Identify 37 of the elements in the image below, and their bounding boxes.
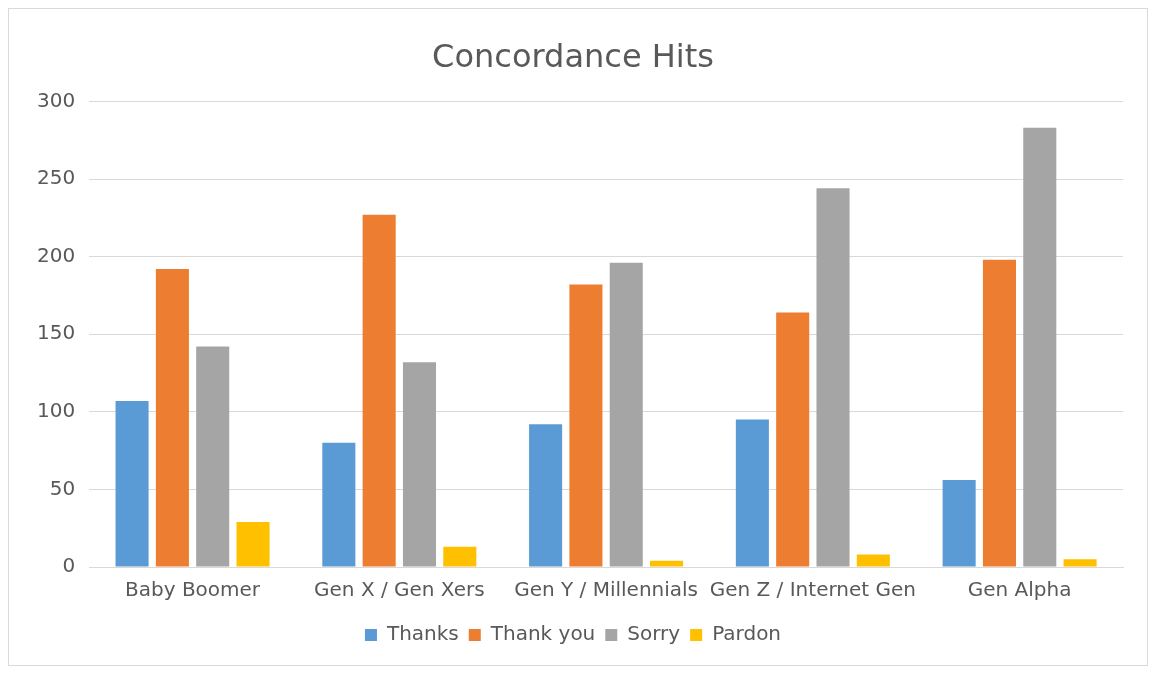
bar <box>529 424 563 567</box>
bar <box>322 442 356 567</box>
legend-label: Sorry <box>627 621 681 646</box>
bar <box>609 262 643 567</box>
y-tick-label: 150 <box>36 320 76 345</box>
bar <box>115 400 149 567</box>
bar <box>1023 127 1057 567</box>
bar <box>362 214 396 567</box>
chart-title: Concordance Hits <box>432 36 714 75</box>
bar <box>1063 559 1097 567</box>
legend-label: Pardon <box>712 621 782 646</box>
bar <box>942 480 976 567</box>
legend-label: Thank you <box>489 621 596 646</box>
bar <box>196 346 230 567</box>
bar <box>402 362 437 567</box>
y-tick-label: 300 <box>36 87 76 112</box>
bar <box>735 419 769 567</box>
bar <box>236 521 270 567</box>
y-tick-label: 100 <box>36 398 76 422</box>
x-tick-label: Gen Y / Millennials <box>514 577 699 602</box>
x-tick-label: Baby Boomer <box>125 577 261 602</box>
bar <box>982 259 1016 567</box>
y-tick-label: 0 <box>62 553 76 578</box>
x-tick-label: Gen X / Gen Xers <box>314 577 485 602</box>
y-tick-label: 50 <box>49 475 76 500</box>
bar <box>155 269 189 567</box>
bar <box>569 284 603 567</box>
bar <box>443 546 477 567</box>
y-tick-label: 200 <box>36 242 76 267</box>
x-tick-label: Gen Alpha <box>967 577 1072 602</box>
bar <box>816 188 850 567</box>
y-tick-label: 250 <box>36 165 76 190</box>
x-tick-label: Gen Z / Internet Gen <box>709 577 916 602</box>
legend-label: Thanks <box>385 621 459 646</box>
bar <box>856 554 890 567</box>
bar <box>776 312 810 567</box>
bar <box>650 560 684 567</box>
